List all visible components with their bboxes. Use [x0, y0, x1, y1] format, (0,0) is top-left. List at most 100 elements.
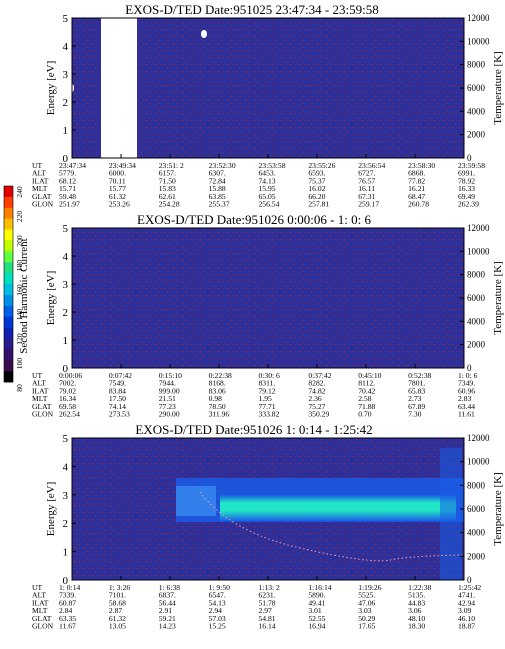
y2-tick-label: 12000 — [467, 13, 490, 23]
row-value: 79.02 — [59, 386, 76, 395]
y2-tick-label: 6000 — [467, 504, 486, 514]
row-value: 8112. — [358, 379, 375, 388]
row-value: 54.13 — [209, 598, 226, 607]
row-label: ILAT — [32, 598, 49, 607]
row-value: 57.03 — [209, 614, 226, 623]
colorbar-tick-label: 240 — [15, 186, 24, 198]
heatmap-area — [72, 228, 464, 368]
y-tick-label: 5 — [63, 13, 69, 25]
row-value: 6547. — [209, 591, 226, 600]
row-value: 23:49:34 — [109, 161, 136, 170]
row-value: 259.17 — [358, 200, 379, 209]
row-value: 2.97 — [259, 606, 272, 615]
row-value: 15.71 — [59, 184, 76, 193]
panel-title: EXOS-D/TED Date:951026 1: 0:14 - 1:25:42 — [135, 422, 372, 437]
colorbar-tick-label: 140 — [15, 309, 24, 321]
row-value: 63.85 — [209, 192, 226, 201]
row-value: 61.32 — [109, 192, 126, 201]
row-value: 2.73 — [408, 394, 421, 403]
row-value: 60.87 — [59, 598, 76, 607]
y2-tick-label: 0 — [467, 575, 472, 585]
row-value: 16.11 — [358, 184, 375, 193]
panel-3: EXOS-D/TED Date:951026 1: 0:14 - 1:25:42… — [32, 422, 504, 631]
row-value: 23:52:30 — [209, 161, 236, 170]
row-value: 257.81 — [308, 200, 329, 209]
y2-tick-label: 12000 — [467, 433, 490, 443]
row-value: 254.28 — [159, 200, 180, 209]
row-value: 333.82 — [259, 410, 280, 419]
row-value: 0:45:10 — [358, 371, 381, 380]
panel-2: EXOS-D/TED Date:951026 0:00:06 - 1: 0: 6… — [32, 212, 504, 419]
row-label: MLT — [32, 606, 48, 615]
row-value: 0.98 — [209, 394, 222, 403]
panel-title: EXOS-D/TED Date:951026 0:00:06 - 1: 0: 6 — [137, 212, 371, 227]
y2-tick-label: 0 — [467, 153, 472, 163]
row-value: 7549. — [109, 379, 126, 388]
row-value: 0:22:38 — [209, 371, 232, 380]
row-value: 2.91 — [159, 606, 172, 615]
row-value: 21.51 — [159, 394, 176, 403]
row-value: 83.06 — [209, 386, 226, 395]
row-label: GLON — [32, 622, 54, 631]
row-value: 77.82 — [408, 176, 425, 185]
row-value: 69.58 — [59, 402, 76, 411]
y-tick-label: 1 — [63, 125, 69, 137]
y2-tick-label: 6000 — [467, 83, 486, 93]
row-label: ALT — [32, 169, 46, 178]
y-tick-label: 2 — [63, 307, 69, 319]
y2-tick-label: 10000 — [467, 457, 490, 467]
row-value: 59.21 — [159, 614, 176, 623]
data-gap — [101, 18, 137, 158]
colorbar-segment — [4, 305, 13, 318]
row-value: 2.84 — [59, 606, 72, 615]
row-value: 290.00 — [159, 410, 180, 419]
colorbar-segment — [4, 273, 13, 285]
row-value: 15.25 — [209, 622, 226, 631]
y-axis-label: Energy [eV] — [45, 271, 57, 325]
row-value: 3.03 — [358, 606, 371, 615]
colorbar-tick-label: 100 — [15, 358, 24, 370]
row-value: 14.23 — [159, 622, 176, 631]
row-label: UT — [32, 583, 42, 592]
colorbar-label: Second Harmonic Current — [18, 238, 30, 353]
row-value: 48.10 — [408, 614, 425, 623]
row-value: 11.61 — [458, 410, 475, 419]
row-value: 78.50 — [209, 402, 226, 411]
row-label: ALT — [32, 379, 46, 388]
y-tick-label: 1 — [63, 335, 69, 347]
row-label: MLT — [32, 394, 48, 403]
y2-axis-label: Temperature [K] — [492, 472, 504, 545]
row-value: 7.30 — [408, 410, 421, 419]
row-value: 2.58 — [358, 394, 371, 403]
row-label: ILAT — [32, 386, 49, 395]
row-label: GLON — [32, 200, 54, 209]
row-value: 6837. — [159, 591, 176, 600]
row-value: 16.34 — [59, 394, 76, 403]
row-value: 0:37:42 — [308, 371, 331, 380]
row-value: 350.29 — [308, 410, 329, 419]
colorbar-segment — [4, 371, 13, 383]
row-value: 1:19:26 — [358, 583, 381, 592]
row-value: 16.21 — [408, 184, 425, 193]
row-value: 71.50 — [159, 176, 176, 185]
row-value: 5525. — [358, 591, 375, 600]
row-value: 1.95 — [259, 394, 272, 403]
row-value: 71.88 — [358, 402, 375, 411]
data-gap-spot — [201, 30, 207, 38]
row-value: 52.55 — [308, 614, 325, 623]
colorbar-segment — [4, 294, 13, 307]
row-value: 42.94 — [458, 598, 475, 607]
row-value: 68.12 — [59, 176, 76, 185]
row-value: 8168. — [209, 379, 226, 388]
y2-tick-label: 2000 — [467, 340, 486, 350]
row-value: 66.20 — [308, 192, 325, 201]
row-value: 1: 0:14 — [59, 583, 81, 592]
row-value: 6727. — [358, 169, 375, 178]
row-value: 16.14 — [259, 622, 276, 631]
row-value: 17.65 — [358, 622, 375, 631]
row-value: 8282. — [308, 379, 325, 388]
row-value: 15.77 — [109, 184, 126, 193]
row-value: 5135. — [408, 591, 425, 600]
row-value: 262.39 — [458, 200, 479, 209]
row-label: UT — [32, 371, 42, 380]
